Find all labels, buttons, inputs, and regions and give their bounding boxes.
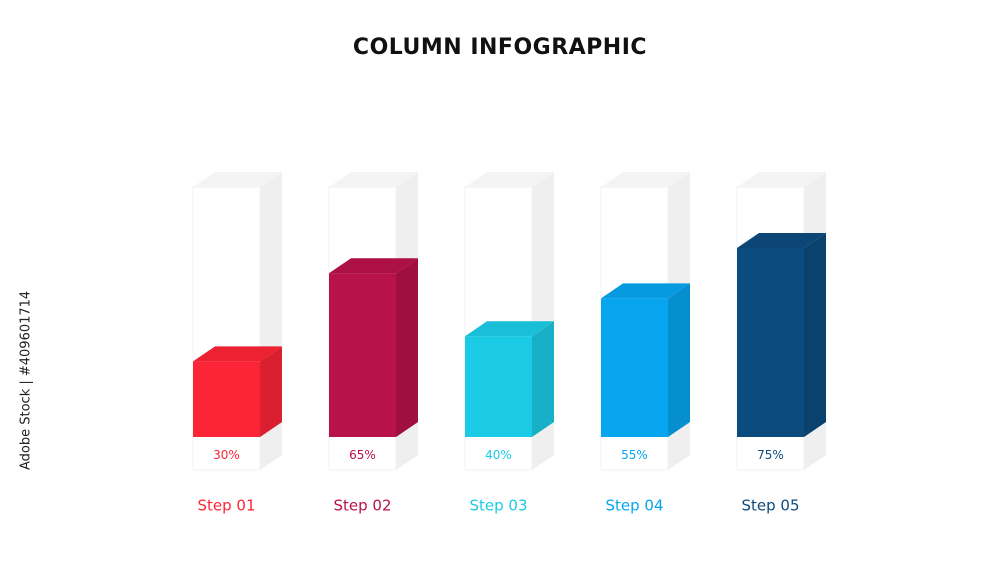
column: 65% Step 02 <box>328 172 418 515</box>
category-label: Step 05 <box>741 497 799 515</box>
bar <box>601 298 668 437</box>
column: 30% Step 01 <box>192 172 282 515</box>
bar-top <box>601 283 690 299</box>
glass-top <box>737 172 826 187</box>
bar <box>193 361 260 437</box>
bar <box>465 336 532 437</box>
value-label: 65% <box>349 448 376 462</box>
glass-top <box>329 172 418 187</box>
column: 40% Step 03 <box>464 172 554 515</box>
bar-top <box>329 258 418 274</box>
bar-side-shade <box>260 346 282 437</box>
category-label: Step 01 <box>197 497 255 515</box>
value-label: 40% <box>485 448 512 462</box>
bar-top-shade <box>329 258 418 274</box>
category-label: Step 02 <box>333 497 391 515</box>
bar <box>329 273 396 437</box>
bar-top-shade <box>601 283 690 299</box>
bar-side <box>804 233 826 437</box>
watermark: Adobe Stock | #409601714 <box>19 291 34 470</box>
bar-top <box>193 346 282 362</box>
bar-side-shade <box>668 283 690 437</box>
bar-top-shade <box>193 346 282 362</box>
glass-top <box>465 172 554 187</box>
bar-top <box>465 321 554 337</box>
bar-side <box>260 346 282 437</box>
category-label: Step 03 <box>469 497 527 515</box>
category-label: Step 04 <box>605 497 663 515</box>
bar-top-shade <box>465 321 554 337</box>
bar-side <box>532 321 554 437</box>
bar-top <box>737 233 826 248</box>
bar-side-shade <box>532 321 554 437</box>
value-label: 55% <box>621 448 648 462</box>
glass-top <box>601 172 690 187</box>
bar-side-shade <box>804 233 826 437</box>
chart-title: COLUMN INFOGRAPHIC <box>353 35 647 60</box>
glass-top <box>193 172 282 187</box>
column: 55% Step 04 <box>600 172 690 515</box>
column: 75% Step 05 <box>736 172 826 515</box>
bar-top-shade <box>737 233 826 248</box>
value-label: 75% <box>757 448 784 462</box>
bar-side <box>396 258 418 437</box>
value-label: 30% <box>213 448 240 462</box>
bar-side-shade <box>396 258 418 437</box>
bar-side <box>668 283 690 437</box>
bar <box>737 248 804 437</box>
